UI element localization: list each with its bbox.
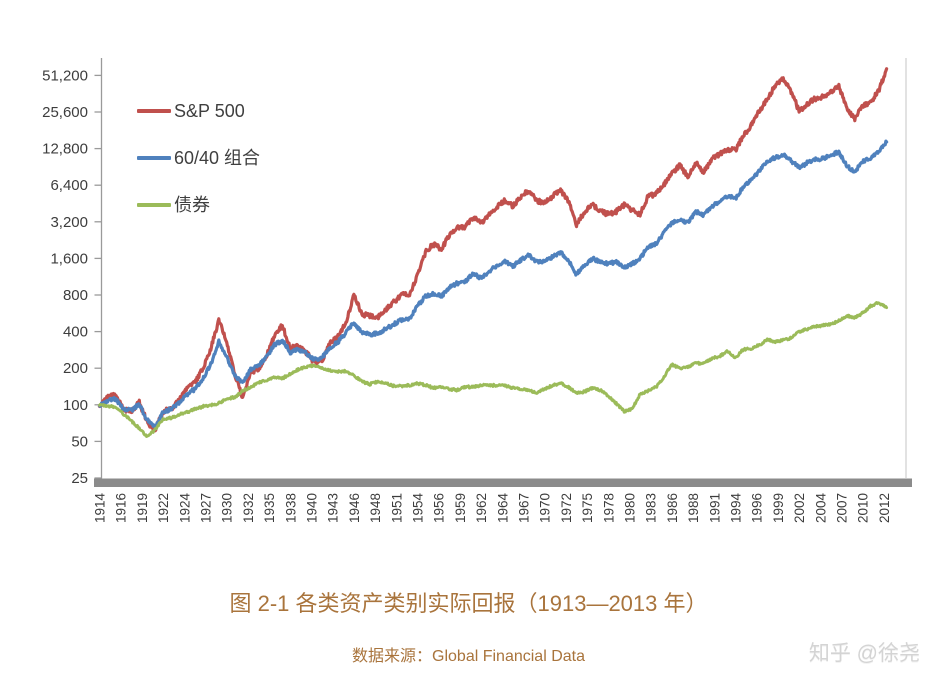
legend-label-bonds: 债券	[174, 195, 210, 215]
x-tick-label: 1948	[368, 493, 383, 523]
y-tick-label: 25	[71, 470, 88, 487]
x-tick-label: 1986	[665, 493, 680, 523]
legend-line-swatch-sp500	[137, 109, 171, 113]
data-source-line: 数据来源：Global Financial Data	[0, 642, 937, 666]
x-tick-label: 1946	[347, 493, 362, 523]
x-tick-label: 1932	[241, 493, 256, 523]
x-tick-label: 1916	[114, 493, 129, 523]
figure-caption: 图 2-1 各类资产类别实际回报（1913—2013 年）	[229, 591, 708, 616]
x-tick-label: 1962	[474, 493, 489, 523]
x-tick-label: 1975	[580, 493, 595, 523]
y-tick-label: 25,600	[42, 104, 88, 121]
y-tick-label: 400	[63, 324, 88, 341]
x-tick-label: 1919	[135, 493, 150, 523]
x-tick-label: 1954	[411, 493, 426, 524]
y-tick-label: 200	[63, 360, 88, 377]
x-tick-label: 2010	[856, 493, 871, 523]
x-tick-label: 1964	[495, 493, 510, 524]
returns-line-chart: 51,200 25,600 12,800 6,400 3,200 1,600 800 400 2…	[42, 58, 912, 524]
y-tick-label: 800	[63, 287, 88, 304]
chart-legend: S&P 500 60/40 组合 债券	[137, 102, 260, 214]
legend-line-swatch-6040	[137, 156, 171, 160]
x-tick-label: 1988	[686, 493, 701, 523]
x-tick-label: 1956	[432, 493, 447, 523]
y-tick-label: 3,200	[50, 214, 88, 231]
x-tick-label: 1943	[326, 493, 341, 523]
y-tick-label: 6,400	[50, 177, 88, 194]
x-tick-label: 1930	[220, 493, 235, 523]
legend-label-6040: 60/40 组合	[174, 148, 261, 168]
x-tick-label: 2012	[877, 493, 892, 523]
data-source-label: 数据来源：	[352, 648, 433, 665]
legend-label-sp500: S&P 500	[174, 101, 245, 121]
series-line-sp500	[97, 67, 889, 433]
watermark: 知乎 @徐尧	[808, 642, 920, 665]
x-tick-label: 1996	[750, 493, 765, 523]
legend-line-swatch-bonds	[137, 203, 171, 207]
x-tick-label: 1935	[262, 493, 277, 523]
x-tick-label: 1980	[623, 493, 638, 523]
x-tick-label: 1927	[199, 493, 214, 523]
series-line-6040	[97, 139, 889, 429]
x-tick-label: 1924	[177, 493, 192, 524]
y-tick-label: 50	[71, 433, 88, 450]
y-tick-label: 100	[63, 397, 88, 414]
x-tick-label: 1994	[729, 493, 744, 524]
x-tick-label: 1970	[538, 493, 553, 523]
x-tick-label: 1959	[453, 493, 468, 523]
x-tick-label: 2007	[835, 493, 850, 523]
x-tick-label: 1978	[601, 493, 616, 523]
x-axis-baseline-bar	[94, 478, 912, 487]
x-tick-label: 1972	[559, 493, 574, 523]
series-line-bonds	[98, 301, 889, 438]
y-tick-label: 51,200	[42, 67, 88, 84]
x-tick-label: 1983	[644, 493, 659, 523]
x-tick-label: 1967	[517, 493, 532, 523]
x-tick-label: 1991	[707, 493, 722, 523]
x-tick-label: 1940	[305, 493, 320, 523]
x-tick-label: 2002	[792, 493, 807, 523]
x-tick-label: 1914	[93, 493, 108, 524]
x-tick-label: 1922	[156, 493, 171, 523]
x-tick-label: 1999	[771, 493, 786, 523]
x-tick-label: 2004	[813, 493, 828, 524]
data-source-value: Global Financial Data	[432, 648, 585, 665]
y-tick-label: 12,800	[42, 141, 88, 158]
legend-item-sp500: S&P 500	[137, 102, 260, 120]
x-tick-label: 1951	[389, 493, 404, 523]
y-tick-label: 1,600	[50, 250, 88, 267]
x-tick-label: 1938	[283, 493, 298, 523]
legend-item-bonds: 债券	[137, 196, 260, 214]
legend-item-6040: 60/40 组合	[137, 149, 260, 167]
